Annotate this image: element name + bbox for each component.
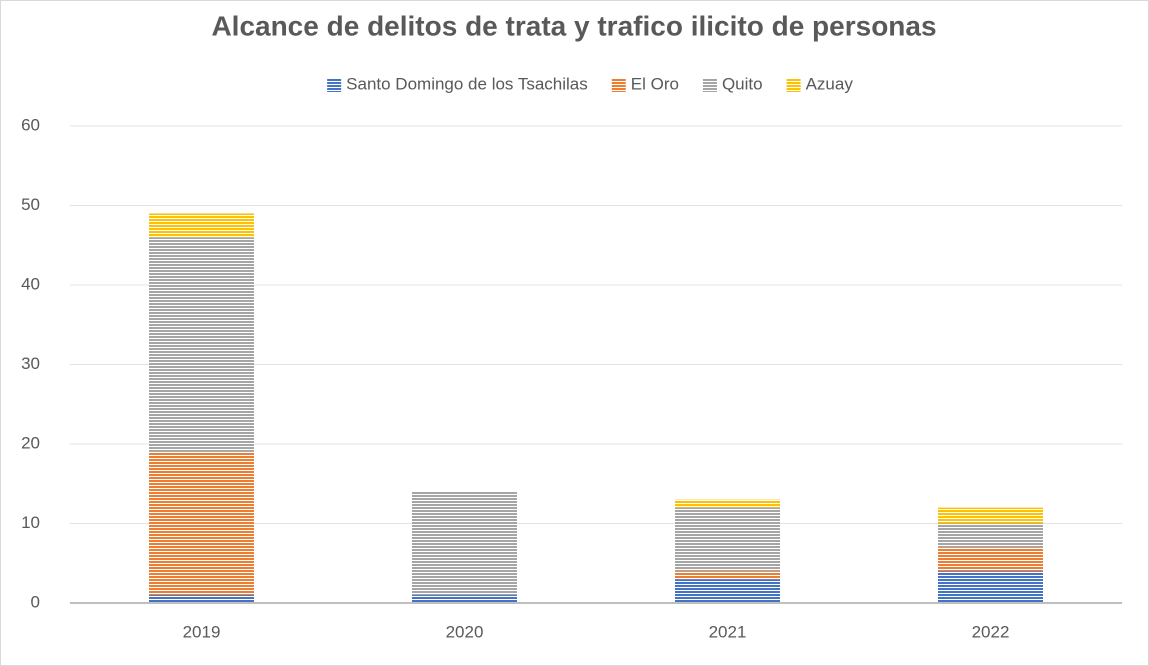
legend-swatch xyxy=(611,78,626,92)
legend-item: Quito xyxy=(702,74,763,93)
legend-label: Quito xyxy=(722,74,763,93)
bar-segment xyxy=(938,547,1043,572)
legend-item: Santo Domingo de los Tsachilas xyxy=(327,74,588,93)
bar-segment xyxy=(675,507,780,572)
bar-segment xyxy=(149,213,254,238)
x-tick-label: 2021 xyxy=(709,622,747,641)
bar-segment xyxy=(149,237,254,452)
bar-segment xyxy=(675,579,780,603)
bar-segment xyxy=(675,499,780,508)
y-tick-label: 10 xyxy=(21,513,40,532)
bar-segment xyxy=(149,595,254,603)
x-tick-label: 2019 xyxy=(183,622,221,641)
bar-segment xyxy=(675,571,780,580)
y-tick-label: 30 xyxy=(21,354,40,373)
bar-segment xyxy=(412,595,517,603)
y-tick-label: 40 xyxy=(21,274,40,293)
bar-segment xyxy=(412,491,517,596)
y-tick-label: 50 xyxy=(21,195,40,214)
legend-item: El Oro xyxy=(611,74,679,93)
legend-swatch xyxy=(786,78,801,92)
bar-segment xyxy=(938,507,1043,524)
legend-item: Azuay xyxy=(786,74,854,93)
y-tick-label: 0 xyxy=(31,592,40,611)
chart-title: Alcance de delitos de trata y trafico il… xyxy=(211,10,936,41)
bar-segment xyxy=(149,451,254,596)
bar-segment xyxy=(938,523,1043,548)
legend-label: Azuay xyxy=(806,74,854,93)
x-tick-label: 2020 xyxy=(446,622,484,641)
y-tick-label: 60 xyxy=(21,115,40,134)
y-tick-label: 20 xyxy=(21,433,40,452)
legend-label: El Oro xyxy=(631,74,679,93)
legend-label: Santo Domingo de los Tsachilas xyxy=(346,74,588,93)
legend-swatch xyxy=(327,78,342,92)
x-tick-label: 2022 xyxy=(972,622,1010,641)
bar-segment xyxy=(938,571,1043,603)
legend-swatch xyxy=(702,78,717,92)
